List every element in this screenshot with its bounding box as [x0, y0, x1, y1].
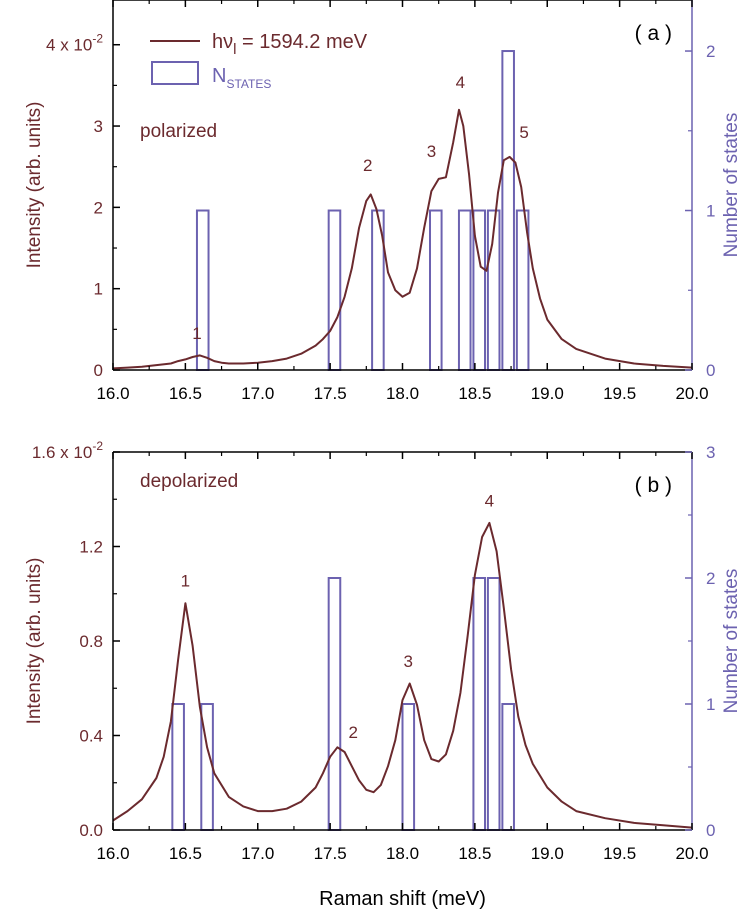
y-tick-label: 3: [94, 117, 103, 136]
y-tick-label: 0.4: [79, 727, 103, 746]
state-bar: [401, 703, 416, 831]
x-tick-label: 18.5: [458, 384, 491, 403]
y-right-tick-label: 1: [706, 695, 715, 714]
state-bar: [501, 50, 515, 371]
y-right-tick-label: 2: [706, 42, 715, 61]
x-tick-label: 20.0: [675, 844, 708, 863]
y-top-tick-exponent: -2: [92, 32, 103, 46]
x-tick-label: 17.0: [241, 384, 274, 403]
legend: hνl = 1594.2 meV NSTATES: [150, 31, 368, 91]
panel-label: ( a ): [635, 22, 672, 45]
y-axis-title: Intensity (arb. units): [24, 558, 45, 725]
legend-bar-main: N: [212, 65, 226, 87]
y-tick-label: 0: [94, 361, 103, 380]
peak-label: 3: [404, 652, 413, 671]
x-tick-label: 17.0: [241, 844, 274, 863]
state-bar: [501, 703, 515, 831]
legend-line-main: hν: [212, 31, 233, 53]
y-tick-label: 1.2: [79, 538, 103, 557]
y-right-axis-title: Number of states: [721, 569, 742, 714]
x-tick-label: 19.5: [603, 384, 636, 403]
x-tick-label: 19.0: [531, 384, 564, 403]
state-bar: [327, 209, 342, 371]
x-tick-label: 16.0: [96, 384, 129, 403]
y-top-tick-mantissa: 4 x 10: [46, 36, 92, 55]
y-tick-label: 1: [94, 280, 103, 299]
peak-label: 2: [349, 723, 358, 742]
state-bar: [457, 209, 472, 371]
state-bar: [486, 577, 501, 831]
intensity-curve: [112, 521, 693, 829]
legend-line-sub: l: [233, 41, 236, 58]
x-tick-label: 16.5: [169, 844, 202, 863]
x-tick-label: 20.0: [675, 384, 708, 403]
legend-bar-sub: STATES: [226, 77, 271, 91]
state-bar: [327, 577, 342, 831]
peak-label: 3: [427, 142, 436, 161]
state-bar: [472, 577, 487, 831]
annotation-text: polarized: [140, 121, 217, 142]
state-bar: [195, 209, 210, 371]
peak-label: 2: [363, 156, 372, 175]
y-tick-label: 0.8: [79, 632, 103, 651]
y-axis-title: Intensity (arb. units): [24, 102, 45, 269]
x-tick-label: 18.0: [386, 844, 419, 863]
x-tick-label: 16.5: [169, 384, 202, 403]
x-tick-label: 18.0: [386, 384, 419, 403]
panel-label: ( b ): [635, 474, 672, 497]
panel-a: 16.0 16.5 17.0 17.5 18.0 18.5 19.0 19.5 20.0 0 1 2 3…: [24, 0, 742, 403]
y-right-tick-label: 0: [706, 821, 715, 840]
y-right-tick-label: 0: [706, 361, 715, 380]
peak-label: 1: [181, 572, 190, 591]
y-right-tick-label: 1: [706, 202, 715, 221]
state-bar: [171, 703, 185, 831]
x-tick-label: 16.0: [96, 844, 129, 863]
legend-bar-swatch: [151, 61, 199, 85]
x-axis-title: Raman shift (meV): [319, 888, 486, 910]
x-tick-label: 19.5: [603, 844, 636, 863]
y-right-axis-title: Number of states: [721, 113, 742, 258]
y-top-tick-label: 4 x 10-2: [46, 32, 103, 55]
peak-label: 4: [456, 73, 465, 92]
peak-label: 5: [519, 123, 528, 142]
panel-b: 16.0 16.5 17.0 17.5 18.0 18.5 19.0 19.5 20.0 0.0 0…: [24, 439, 742, 910]
y-right-tick-label: 2: [706, 569, 715, 588]
x-tick-label: 18.5: [458, 844, 491, 863]
peak-label: 4: [485, 491, 494, 510]
legend-line-label: hνl = 1594.2 meV: [212, 31, 368, 58]
legend-bar-label: NSTATES: [212, 65, 271, 91]
x-tick-label: 17.5: [314, 384, 347, 403]
y-tick-label: 0.0: [79, 821, 103, 840]
y-top-tick-exponent: -2: [92, 439, 103, 453]
peak-label: 1: [192, 324, 201, 343]
intensity-curve: [112, 108, 693, 370]
state-bar: [429, 209, 443, 371]
y-top-tick-label: 1.6 x 10-2: [32, 439, 103, 462]
x-tick-label: 19.0: [531, 844, 564, 863]
y-right-tick-label: 3: [706, 443, 715, 462]
legend-line-rest: = 1594.2 meV: [236, 31, 367, 53]
y-tick-label: 2: [94, 198, 103, 217]
x-tick-label: 17.5: [314, 844, 347, 863]
y-top-tick-mantissa: 1.6 x 10: [32, 443, 93, 462]
annotation-text: depolarized: [140, 471, 238, 492]
